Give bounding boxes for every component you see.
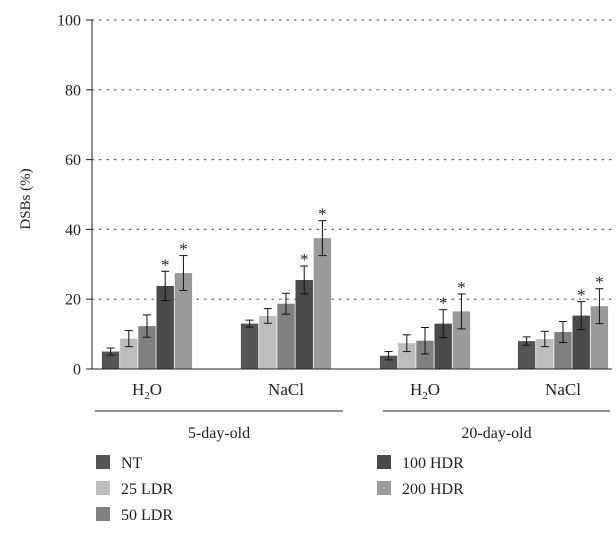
- significance-star: *: [577, 286, 586, 305]
- y-tick-label: 40: [65, 222, 81, 239]
- bar: [572, 315, 590, 369]
- significance-star: *: [439, 294, 448, 313]
- x-axis: H2O NaCl H2O NaCl 5-day-old 20-day-old: [92, 368, 612, 442]
- y-tick-label: 80: [65, 82, 81, 99]
- bar: [554, 332, 572, 369]
- category-label: H2O: [132, 380, 162, 402]
- legend-label: 50 LDR: [121, 507, 173, 524]
- bar: [277, 303, 295, 369]
- significance-star: *: [161, 255, 170, 274]
- bar: [313, 238, 332, 369]
- bars: * * * * * * * *: [101, 205, 609, 369]
- bar: [379, 355, 398, 369]
- bar: [156, 285, 174, 369]
- legend-swatch: [96, 481, 110, 495]
- gridlines: [91, 19, 613, 300]
- bar: [101, 351, 120, 369]
- legend-item: 200 HDR: [377, 481, 464, 498]
- legend-item: 100 HDR: [377, 455, 464, 472]
- group-label: 5-day-old: [188, 425, 250, 442]
- y-axis-label: DSBs (%): [18, 168, 34, 229]
- legend-label: 200 HDR: [402, 481, 464, 498]
- bar: [259, 315, 277, 369]
- category-label: H2O: [410, 380, 440, 402]
- bar: [517, 341, 536, 369]
- bar: [590, 306, 609, 369]
- group-label: 20-day-old: [461, 425, 531, 442]
- legend-swatch: [96, 455, 110, 469]
- legend-item: NT: [96, 455, 143, 472]
- bar: [536, 338, 554, 369]
- legend-swatch: [377, 481, 391, 495]
- bar: [120, 338, 138, 369]
- bar: [434, 323, 452, 369]
- legend-item: 25 LDR: [96, 481, 173, 498]
- legend-swatch: [377, 455, 391, 469]
- significance-star: *: [457, 278, 466, 297]
- legend-label: 100 HDR: [402, 455, 464, 472]
- bar: [138, 326, 156, 369]
- significance-star: *: [179, 240, 188, 259]
- bar: [416, 340, 434, 369]
- legend-label: NT: [121, 455, 143, 472]
- category-label: NaCl: [268, 380, 304, 399]
- y-tick-label: 20: [65, 292, 81, 309]
- y-tick-label: 100: [57, 13, 81, 30]
- bar: [295, 280, 313, 369]
- legend-label: 25 LDR: [121, 481, 173, 498]
- legend-swatch: [96, 507, 110, 521]
- y-tick-label: 0: [73, 362, 81, 379]
- legend: NT 25 LDR 50 LDR 100 HDR 200 HDR: [96, 455, 464, 524]
- bar: [240, 323, 259, 369]
- y-axis: 0 20 40 60 80 100: [57, 13, 93, 379]
- significance-star: *: [318, 205, 327, 224]
- significance-star: *: [595, 273, 604, 292]
- significance-star: *: [300, 250, 309, 269]
- bar: [174, 273, 193, 369]
- category-label: NaCl: [545, 380, 581, 399]
- bar: [452, 311, 471, 369]
- bar: [398, 343, 416, 369]
- legend-item: 50 LDR: [96, 507, 173, 524]
- y-tick-label: 60: [65, 152, 81, 169]
